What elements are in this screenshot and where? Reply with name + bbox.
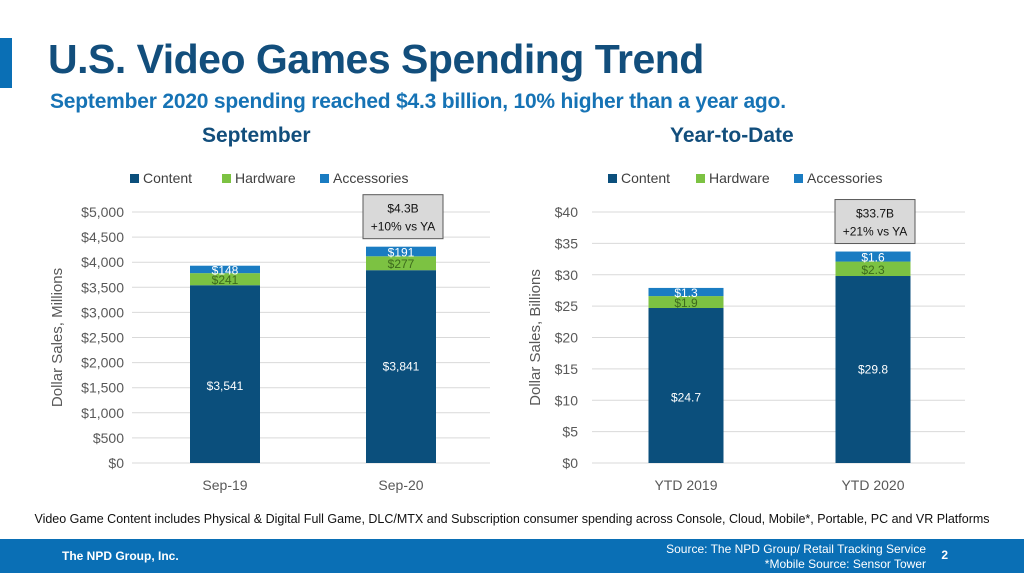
page-title: U.S. Video Games Spending Trend: [48, 36, 704, 82]
y-axis-title: Dollar Sales, Millions: [49, 268, 66, 407]
y-tick-label: $4,000: [81, 254, 124, 270]
data-label-hardware: $2.3: [861, 263, 885, 277]
data-label-accessories: $148: [212, 263, 239, 277]
y-tick-label: $1,500: [81, 380, 124, 396]
y-tick-label: $10: [555, 392, 579, 408]
y-tick-label: $35: [555, 235, 579, 251]
data-label-hardware: $241: [212, 273, 239, 287]
y-tick-label: $30: [555, 267, 579, 283]
page-subtitle: September 2020 spending reached $4.3 bil…: [50, 90, 786, 113]
legend-label-content: Content: [621, 170, 670, 186]
chart-title-ytd: Year-to-Date: [670, 124, 794, 147]
x-tick-label: Sep-20: [378, 477, 423, 493]
chart-title-september: September: [202, 124, 311, 147]
ytd-chart: $0 $5 $10 $15 $20 $25 $30 $35 $40 Dollar Sales, B…: [527, 170, 965, 493]
bar-segment-accessories: [835, 251, 911, 262]
legend-swatch-content: [608, 174, 617, 183]
bar-segment-hardware: [648, 296, 724, 309]
footer-source-line1: Source: The NPD Group/ Retail Tracking S…: [666, 542, 926, 556]
annotation-total: $33.7B: [856, 207, 894, 221]
legend-label-hardware: Hardware: [709, 170, 770, 186]
data-label-content: $29.8: [858, 363, 888, 377]
bar-segment-accessories: [190, 265, 260, 274]
data-label-content: $24.7: [671, 391, 701, 405]
data-label-content: $3,541: [207, 379, 244, 393]
y-tick-label: $1,000: [81, 405, 124, 421]
y-tick-label: $3,500: [81, 279, 124, 295]
annotation-box: [362, 194, 444, 240]
data-label-hardware: $1.9: [674, 296, 698, 310]
footer-bar: The NPD Group, Inc. Source: The NPD Grou…: [0, 539, 1024, 573]
y-tick-label: $2,500: [81, 330, 124, 346]
legend-label-accessories: Accessories: [807, 170, 882, 186]
y-tick-label: $25: [555, 298, 579, 314]
footer-source: Source: The NPD Group/ Retail Tracking S…: [666, 542, 926, 572]
y-tick-label: $5: [562, 424, 578, 440]
legend-swatch-hardware: [696, 174, 705, 183]
y-tick-label: $3,000: [81, 304, 124, 320]
y-tick-label: $5,000: [81, 204, 124, 220]
y-axis-title: Dollar Sales, Billions: [527, 269, 544, 406]
annotation-growth: +21% vs YA: [843, 225, 908, 239]
bar-segment-hardware: [190, 273, 260, 286]
data-label-accessories: $191: [388, 245, 415, 259]
bar-segment-content: [366, 270, 436, 463]
annotation-total: $4.3B: [387, 202, 418, 216]
annotation-growth: +10% vs YA: [371, 220, 436, 234]
y-tick-label: $500: [93, 430, 124, 446]
data-label-hardware: $277: [388, 257, 415, 271]
legend-label-hardware: Hardware: [235, 170, 296, 186]
legend-swatch-accessories: [794, 174, 803, 183]
title-accent-bar: [0, 38, 12, 88]
x-tick-label: YTD 2019: [654, 477, 717, 493]
y-tick-label: $0: [562, 455, 578, 471]
bar-segment-content: [648, 308, 724, 463]
y-tick-label: $2,000: [81, 355, 124, 371]
legend-label-content: Content: [143, 170, 192, 186]
bar-segment-content: [835, 276, 911, 463]
data-label-accessories: $1.3: [674, 286, 698, 300]
bar-segment-hardware: [835, 261, 911, 277]
y-tick-label: $4,500: [81, 229, 124, 245]
y-tick-label: $40: [555, 204, 579, 220]
content-definition-note: Video Game Content includes Physical & D…: [34, 512, 990, 526]
footer-company: The NPD Group, Inc.: [62, 549, 179, 563]
page-number: 2: [941, 548, 948, 562]
legend-swatch-accessories: [320, 174, 329, 183]
bar-segment-accessories: [366, 246, 436, 257]
annotation-box: [834, 199, 916, 245]
data-label-content: $3,841: [383, 360, 420, 374]
x-tick-label: YTD 2020: [841, 477, 904, 493]
data-label-accessories: $1.6: [861, 251, 885, 265]
bar-segment-content: [190, 285, 260, 463]
y-tick-label: $20: [555, 330, 579, 346]
legend-label-accessories: Accessories: [333, 170, 408, 186]
y-tick-label: $15: [555, 361, 579, 377]
legend-swatch-content: [130, 174, 139, 183]
x-tick-label: Sep-19: [202, 477, 247, 493]
footer-source-line2: *Mobile Source: Sensor Tower: [764, 557, 926, 571]
bar-segment-hardware: [366, 256, 436, 271]
bar-segment-accessories: [648, 287, 724, 297]
legend-swatch-hardware: [222, 174, 231, 183]
september-chart: $0 $500 $1,000 $1,500 $2,000 $2,500 $3,000 $3,5…: [49, 170, 490, 493]
y-tick-label: $0: [108, 455, 124, 471]
